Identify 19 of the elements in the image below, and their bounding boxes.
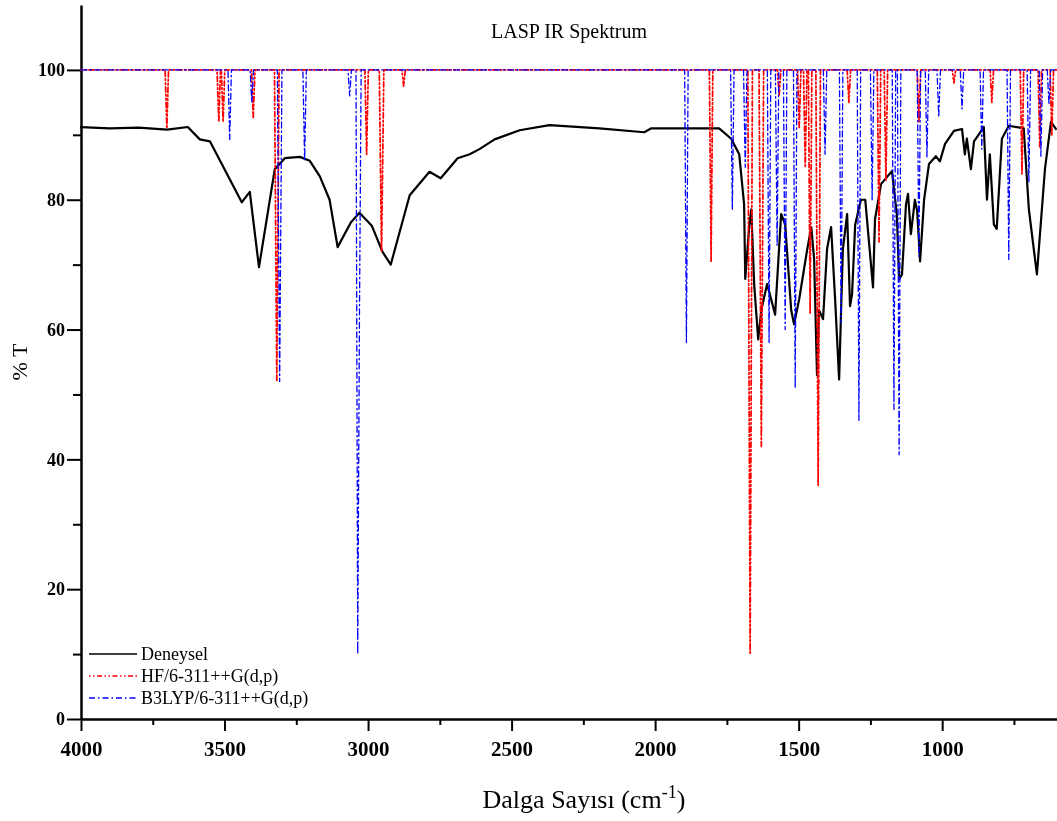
x-tick-label: 4000	[60, 736, 103, 761]
y-tick-label: 80	[47, 189, 65, 210]
x-axis-title: Dalga Sayısı (cm$^{-1}$)	[482, 782, 686, 814]
y-tick-label: 100	[38, 60, 65, 81]
legend-label: HF/6-311++G(d,p)	[141, 666, 279, 687]
text: LASP IR Spektrum	[491, 20, 648, 43]
y-tick-label: 20	[47, 579, 65, 600]
x-tick-label: 1000	[921, 736, 964, 761]
x-tick-label: 2500	[491, 736, 534, 761]
legend-label: Deneysel	[141, 644, 208, 664]
x-tick-label: 3000	[347, 736, 390, 761]
x-tick-label: 3500	[204, 736, 247, 761]
legend-label: B3LYP/6-311++G(d,p)	[141, 688, 309, 709]
x-tick-label: 1500	[778, 736, 821, 761]
y-axis-title: % T	[7, 343, 32, 381]
y-tick-label: 40	[47, 449, 65, 470]
y-tick-label: 0	[56, 709, 65, 730]
y-tick-label: 60	[47, 319, 65, 340]
x-tick-label: 2000	[634, 736, 677, 761]
